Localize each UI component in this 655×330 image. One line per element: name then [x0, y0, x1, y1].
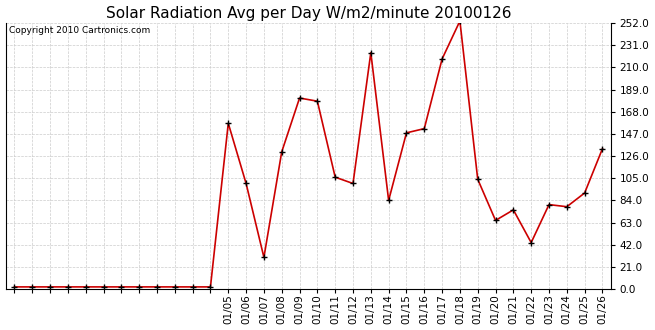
Text: Copyright 2010 Cartronics.com: Copyright 2010 Cartronics.com	[9, 26, 150, 35]
Title: Solar Radiation Avg per Day W/m2/minute 20100126: Solar Radiation Avg per Day W/m2/minute …	[105, 6, 511, 20]
